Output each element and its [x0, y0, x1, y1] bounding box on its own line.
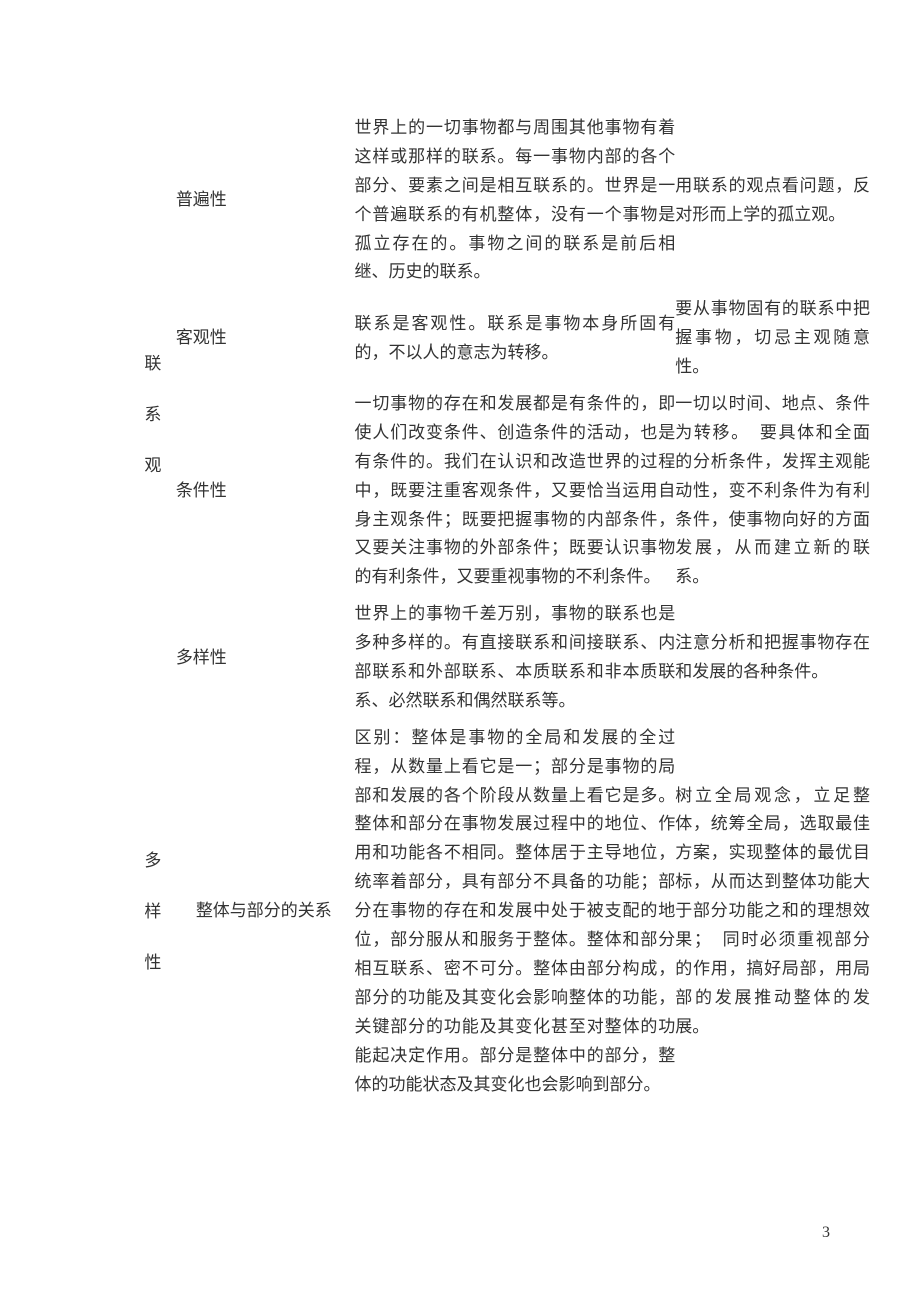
table-row: 联 系 观 普遍性 世界上的一切事物都与周围其他事物有着这样或那样的联系。每一事…	[130, 110, 870, 291]
table-row: 条件性 一切事物的存在和发展都是有条件的，即使人们改变条件、创造条件的活动，也是…	[130, 386, 870, 596]
method-cell: 注意分析和把握事物存在和发展的各种条件。	[675, 596, 870, 720]
principle-cell: 区别：整体是事物的全局和发展的全过程，从数量上看它是一；部分是事物的局部和发展的…	[355, 720, 676, 1104]
subtopic-cell: 多样性	[176, 596, 355, 720]
subtopic-cell: 条件性	[176, 386, 355, 596]
content-table: 联 系 观 普遍性 世界上的一切事物都与周围其他事物有着这样或那样的联系。每一事…	[130, 110, 870, 1103]
principle-cell: 世界上的事物千差万别，事物的联系也是多种多样的。有直接联系和间接联系、内部联系和…	[355, 596, 676, 720]
category-char: 多	[130, 835, 176, 886]
table-row: 多 样 性 整体与部分的关系 区别：整体是事物的全局和发展的全过程，从数量上看它…	[130, 720, 870, 1104]
category-char: 观	[130, 440, 176, 491]
subtopic-cell: 整体与部分的关系	[176, 720, 355, 1104]
subtopic-cell: 客观性	[176, 291, 355, 386]
category-duoyang: 多 样 性	[130, 720, 176, 1104]
principle-cell: 联系是客观性。联系是事物本身所固有的，不以人的意志为转移。	[355, 291, 676, 386]
method-cell: 树立全局观念，立足整体，统筹全局，选取最佳方案，实现整体的最优目标，从而达到整体…	[675, 720, 870, 1104]
method-cell: 一切以时间、地点、条件为转移。 要具体和全面的分析条件，发挥主观能动性，变不利条…	[675, 386, 870, 596]
subtopic-cell: 普遍性	[176, 110, 355, 291]
category-char: 性	[130, 937, 176, 988]
table-row: 多样性 世界上的事物千差万别，事物的联系也是多种多样的。有直接联系和间接联系、内…	[130, 596, 870, 720]
category-char: 联	[130, 338, 176, 389]
category-lianxi: 联 系 观	[130, 110, 176, 720]
method-cell: 用联系的观点看问题，反对形而上学的孤立观。	[675, 110, 870, 291]
page-number: 3	[822, 1224, 830, 1242]
table-row: 客观性 联系是客观性。联系是事物本身所固有的，不以人的意志为转移。 要从事物固有…	[130, 291, 870, 386]
category-char: 样	[130, 886, 176, 937]
method-cell: 要从事物固有的联系中把握事物，切忌主观随意性。	[675, 291, 870, 386]
principle-cell: 一切事物的存在和发展都是有条件的，即使人们改变条件、创造条件的活动，也是有条件的…	[355, 386, 676, 596]
category-char: 系	[130, 389, 176, 440]
principle-cell: 世界上的一切事物都与周围其他事物有着这样或那样的联系。每一事物内部的各个部分、要…	[355, 110, 676, 291]
